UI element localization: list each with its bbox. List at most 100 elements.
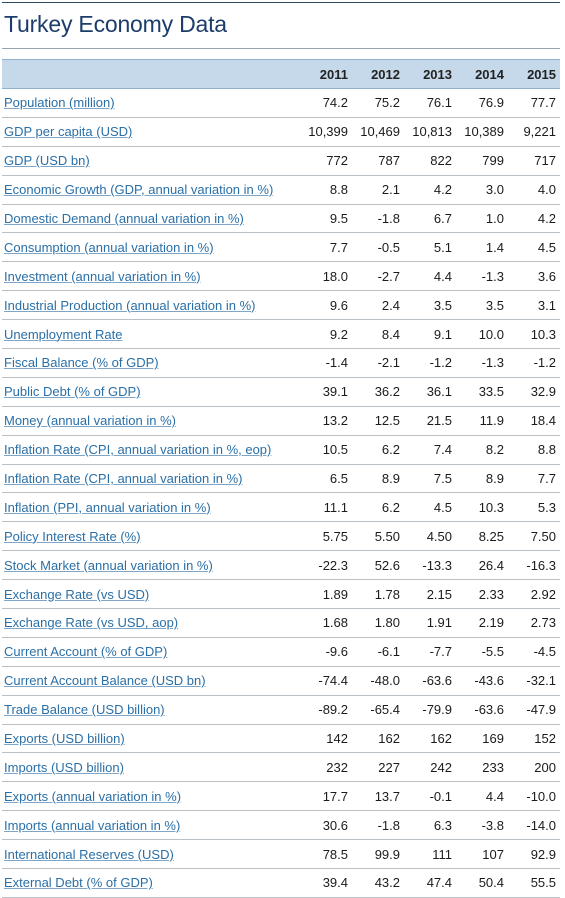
value-cell: 772 — [300, 146, 352, 176]
indicator-link[interactable]: GDP (USD bn) — [4, 153, 90, 169]
value-cell: 233 — [456, 752, 508, 783]
value-cell: 8.4 — [352, 319, 404, 350]
value-cell: -32.1 — [508, 666, 560, 696]
indicator-link[interactable]: Economic Growth (GDP, annual variation i… — [4, 182, 274, 198]
value-cell: 4.2 — [508, 204, 560, 234]
economy-data-table: 2011 2012 2013 2014 2015 Population (mil… — [2, 59, 560, 898]
row-label-cell: Exchange Rate (vs USD) — [2, 579, 300, 610]
top-rule — [2, 2, 560, 3]
value-cell: 1.4 — [456, 232, 508, 263]
indicator-link[interactable]: Industrial Production (annual variation … — [4, 297, 256, 313]
indicator-link[interactable]: International Reserves (USD) — [4, 846, 174, 862]
value-cell: 7.5 — [404, 464, 456, 494]
row-label-cell: Consumption (annual variation in %) — [2, 232, 300, 263]
indicator-link[interactable]: Population (million) — [4, 95, 115, 111]
value-cell: -63.6 — [456, 695, 508, 725]
value-cell: -1.2 — [508, 348, 560, 378]
value-cell: -2.7 — [352, 261, 404, 292]
indicator-link[interactable]: Exchange Rate (vs USD, aop) — [4, 615, 179, 631]
value-cell: 5.1 — [404, 232, 456, 263]
indicator-link[interactable]: Consumption (annual variation in %) — [4, 239, 214, 255]
value-cell: 3.6 — [508, 261, 560, 292]
indicator-link[interactable]: Exchange Rate (vs USD) — [4, 586, 150, 602]
table-row: Industrial Production (annual variation … — [2, 290, 560, 321]
indicator-link[interactable]: Investment (annual variation in %) — [4, 268, 201, 284]
value-cell: 1.80 — [352, 608, 404, 638]
indicator-link[interactable]: Current Account Balance (USD bn) — [4, 673, 206, 689]
row-label-cell: Inflation Rate (CPI, annual variation in… — [2, 464, 300, 494]
value-cell: 162 — [352, 724, 404, 754]
indicator-link[interactable]: Inflation (PPI, annual variation in %) — [4, 499, 211, 515]
indicator-link[interactable]: Unemployment Rate — [4, 326, 123, 342]
value-cell: 227 — [352, 752, 404, 783]
value-cell: 8.9 — [352, 464, 404, 494]
value-cell: 9.2 — [300, 319, 352, 350]
page-title: Turkey Economy Data — [4, 11, 227, 37]
value-cell: 39.4 — [300, 868, 352, 898]
value-cell: 10,399 — [300, 117, 352, 147]
value-cell: 50.4 — [456, 868, 508, 898]
value-cell: 2.19 — [456, 608, 508, 638]
header-row: 2011 2012 2013 2014 2015 — [2, 59, 560, 89]
value-cell: 10.5 — [300, 435, 352, 465]
value-cell: 3.1 — [508, 290, 560, 321]
value-cell: -1.8 — [352, 204, 404, 234]
value-cell: 75.2 — [352, 88, 404, 118]
value-cell: 77.7 — [508, 88, 560, 118]
row-label-cell: Industrial Production (annual variation … — [2, 290, 300, 321]
value-cell: 232 — [300, 752, 352, 783]
indicator-link[interactable]: Stock Market (annual variation in %) — [4, 557, 213, 573]
indicator-link[interactable]: Imports (annual variation in %) — [4, 817, 181, 833]
table-row: Population (million) 74.2 75.2 76.1 76.9 77.7 — [2, 88, 560, 118]
value-cell: 787 — [352, 146, 404, 176]
value-cell: -1.3 — [456, 261, 508, 292]
table-row: Consumption (annual variation in %) 7.7 -0… — [2, 232, 560, 263]
row-label-cell: GDP per capita (USD) — [2, 117, 300, 147]
indicator-link[interactable]: Money (annual variation in %) — [4, 413, 176, 429]
row-label-cell: International Reserves (USD) — [2, 839, 300, 870]
indicator-link[interactable]: Public Debt (% of GDP) — [4, 384, 141, 400]
value-cell: 30.6 — [300, 810, 352, 841]
value-cell: -16.3 — [508, 550, 560, 581]
value-cell: 10.3 — [508, 319, 560, 350]
indicator-link[interactable]: Current Account (% of GDP) — [4, 644, 168, 660]
value-cell: 76.9 — [456, 88, 508, 118]
value-cell: 18.4 — [508, 406, 560, 436]
indicator-link[interactable]: Inflation Rate (CPI, annual variation in… — [4, 442, 272, 458]
value-cell: 36.2 — [352, 377, 404, 407]
value-cell: 152 — [508, 724, 560, 754]
table-row: Inflation Rate (CPI, annual variation in… — [2, 464, 560, 494]
indicator-link[interactable]: Fiscal Balance (% of GDP) — [4, 355, 159, 371]
indicator-link[interactable]: Trade Balance (USD billion) — [4, 702, 165, 718]
value-cell: -0.5 — [352, 232, 404, 263]
row-label-cell: Exports (USD billion) — [2, 724, 300, 754]
table-row: Exports (annual variation in %) 17.7 13.7-… — [2, 781, 560, 812]
value-cell: -14.0 — [508, 810, 560, 841]
indicator-link[interactable]: External Debt (% of GDP) — [4, 875, 153, 891]
row-label-cell: External Debt (% of GDP) — [2, 868, 300, 898]
table-row: Money (annual variation in %) 13.2 12.5 21.… — [2, 406, 560, 436]
value-cell: 1.68 — [300, 608, 352, 638]
value-cell: 8.2 — [456, 435, 508, 465]
indicator-link[interactable]: Domestic Demand (annual variation in %) — [4, 211, 244, 226]
value-cell: 9.5 — [300, 204, 352, 234]
value-cell: 8.8 — [508, 435, 560, 465]
value-cell: 799 — [456, 146, 508, 176]
value-cell: 7.7 — [508, 464, 560, 494]
year-header: 2013 — [404, 59, 456, 89]
value-cell: 8.8 — [300, 175, 352, 205]
indicator-link[interactable]: Exports (annual variation in %) — [4, 788, 182, 804]
indicator-link[interactable]: Inflation Rate (CPI, annual variation in… — [4, 471, 243, 487]
indicator-link[interactable]: Imports (USD billion) — [4, 759, 124, 775]
table-row: International Reserves (USD) 78.5 99.9 111 1… — [2, 839, 560, 870]
value-cell: -2.1 — [352, 348, 404, 378]
indicator-link[interactable]: Exports (USD billion) — [4, 731, 125, 747]
indicator-link[interactable]: GDP per capita (USD) — [4, 124, 133, 140]
value-cell: 11.1 — [300, 492, 352, 523]
value-cell: 92.9 — [508, 839, 560, 870]
value-cell: 36.1 — [404, 377, 456, 407]
indicator-link[interactable]: Policy Interest Rate (%) — [4, 528, 141, 544]
value-cell: -63.6 — [404, 666, 456, 696]
value-cell: 32.9 — [508, 377, 560, 407]
value-cell: 169 — [456, 724, 508, 754]
